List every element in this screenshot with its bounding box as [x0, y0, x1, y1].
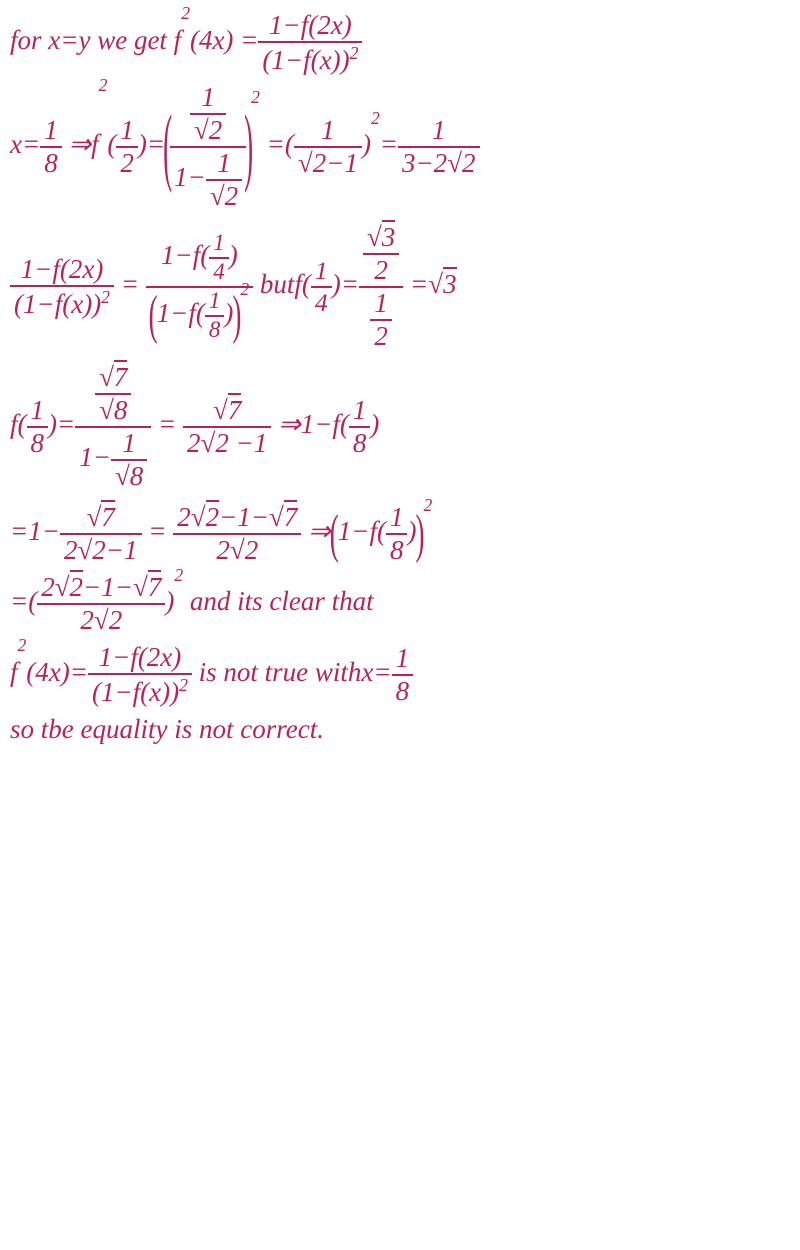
- text: x=: [10, 129, 40, 159]
- den: (1−f(x))2: [258, 43, 362, 74]
- frac-mid: 12−1: [294, 117, 362, 177]
- sqrt3: 3: [428, 267, 456, 299]
- line-6: =(22−1−722)2 and its clear that: [10, 574, 790, 634]
- rhs-frac: 32 12: [359, 224, 403, 350]
- num: 1−f(2x): [258, 12, 362, 43]
- line-3: 1−f(2x)(1−f(x))2 = 1−f(14) ((1−f(1−f(18)…: [10, 224, 790, 350]
- big-frac: 12 1−12: [170, 84, 246, 210]
- f18c: 18: [386, 504, 408, 564]
- conclusion: so tbe equality is not correct.: [10, 714, 324, 744]
- paren-r: ): [244, 104, 253, 190]
- f18d: 18: [392, 645, 414, 705]
- frac-rhs: 13−22: [398, 117, 480, 177]
- mid4: 722 −1: [183, 397, 271, 457]
- f14: 14: [311, 258, 332, 315]
- text: for x=y we get f: [10, 25, 181, 55]
- f6: 22−1−722: [37, 574, 165, 634]
- f18: 18: [27, 397, 49, 457]
- frac: 1−f(2x)(1−f(x))2: [258, 12, 362, 74]
- frac-1-2: 12: [116, 117, 138, 177]
- line-7: f2(4x)=1−f(2x)(1−f(x))2 is not true with…: [10, 644, 790, 706]
- line-4: f(18)= 78 1−18 = 722 −1 ⇒1−f(18): [10, 364, 790, 490]
- paren-l: (: [163, 104, 172, 190]
- line-1: for x=y we get f2(4x) =1−f(2x)(1−f(x))2: [10, 12, 790, 74]
- line-5: =1−722−1 = 22−1−722 ⇒(1−f(18))2: [10, 504, 790, 564]
- text: ⇒f: [62, 129, 99, 159]
- f18b: 18: [349, 397, 371, 457]
- exp: 2: [181, 5, 190, 23]
- line-2: x=18 ⇒f2(12)=( 12 1−12 )2 =(12−1)2=13−22: [10, 84, 790, 210]
- mid: 1−f(14) ((1−f(1−f(18))2: [146, 232, 253, 342]
- line-8: so tbe equality is not correct.: [10, 716, 790, 743]
- f5a: 722−1: [60, 504, 142, 564]
- lhs: 1−f(2x)(1−f(x))2: [10, 256, 114, 318]
- big: 78 1−18: [75, 364, 151, 490]
- frac-1-8: 18: [40, 117, 62, 177]
- f5b: 22−1−722: [173, 504, 301, 564]
- f7: 1−f(2x)(1−f(x))2: [88, 644, 192, 706]
- text: (4x) =: [190, 25, 258, 55]
